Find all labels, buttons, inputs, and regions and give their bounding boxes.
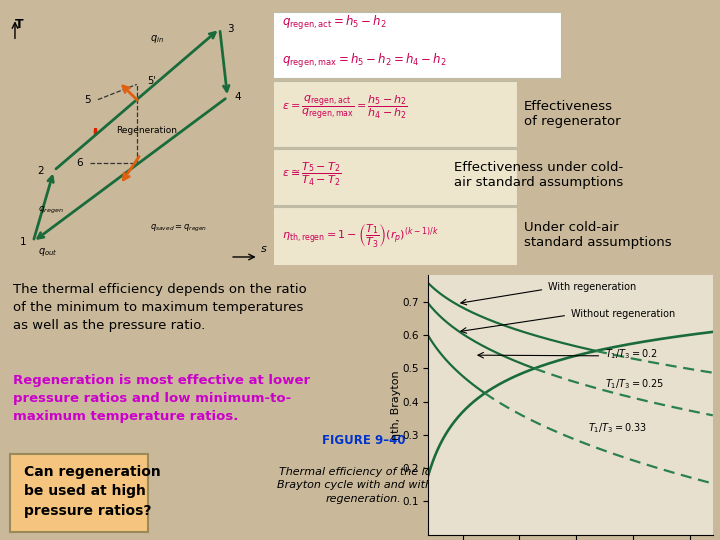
Text: 1: 1	[19, 237, 26, 247]
Y-axis label: ηth, Brayton: ηth, Brayton	[391, 370, 401, 440]
FancyBboxPatch shape	[271, 12, 562, 78]
Text: The thermal efficiency depends on the ratio
of the minimum to maximum temperatur: The thermal efficiency depends on the ra…	[13, 283, 307, 332]
Text: $T_1/T_3 = 0.25$: $T_1/T_3 = 0.25$	[605, 377, 664, 390]
Text: Under cold-air
standard assumptions: Under cold-air standard assumptions	[524, 221, 672, 249]
Text: $q_{saved}=q_{regen}$: $q_{saved}=q_{regen}$	[150, 222, 207, 234]
FancyBboxPatch shape	[271, 207, 518, 266]
Text: 4: 4	[235, 92, 241, 102]
Text: FIGURE 9–40: FIGURE 9–40	[322, 434, 405, 447]
Text: Regeneration: Regeneration	[116, 126, 177, 134]
Text: $T_1/T_3 = 0.33$: $T_1/T_3 = 0.33$	[588, 422, 647, 435]
FancyBboxPatch shape	[271, 80, 518, 146]
Text: 5: 5	[84, 94, 91, 105]
Text: 2: 2	[37, 166, 44, 176]
Text: 5': 5'	[147, 76, 156, 86]
Text: With regeneration: With regeneration	[548, 282, 636, 292]
Text: Can regeneration
be used at high
pressure ratios?: Can regeneration be used at high pressur…	[24, 464, 161, 518]
Text: $q_{out}$: $q_{out}$	[38, 246, 58, 259]
Text: $\eta_{\rm th,regen} = 1 - \left(\dfrac{T_1}{T_3}\right)(r_p)^{(k-1)/k}$: $\eta_{\rm th,regen} = 1 - \left(\dfrac{…	[282, 223, 439, 250]
Text: Effectiveness under cold-
air standard assumptions: Effectiveness under cold- air standard a…	[454, 160, 623, 188]
Text: Thermal efficiency of the ideal
Brayton cycle with and without
regeneration.: Thermal efficiency of the ideal Brayton …	[277, 467, 450, 504]
Text: Regeneration is most effective at lower
pressure ratios and low minimum-to-
maxi: Regeneration is most effective at lower …	[13, 374, 310, 423]
Text: 6: 6	[76, 158, 83, 168]
Text: $q_{in}$: $q_{in}$	[150, 33, 163, 45]
Text: $q_{\rm regen,act} = h_5 - h_2$: $q_{\rm regen,act} = h_5 - h_2$	[282, 14, 387, 32]
Text: $q_{regen}$: $q_{regen}$	[38, 205, 64, 216]
Text: $\epsilon \cong \dfrac{T_5 - T_2}{T_4 - T_2}$: $\epsilon \cong \dfrac{T_5 - T_2}{T_4 - …	[282, 161, 342, 188]
Text: $\epsilon = \dfrac{q_{\rm regen,act}}{q_{\rm regen,max}} = \dfrac{h_5 - h_2}{h_4: $\epsilon = \dfrac{q_{\rm regen,act}}{q_…	[282, 94, 408, 121]
Text: Without regeneration: Without regeneration	[570, 309, 675, 319]
Text: T: T	[15, 18, 24, 31]
Text: Effectiveness
of regenerator: Effectiveness of regenerator	[524, 99, 621, 127]
FancyBboxPatch shape	[10, 454, 148, 532]
Text: $q_{\rm regen,max} = h_5 - h_2 = h_4 - h_2$: $q_{\rm regen,max} = h_5 - h_2 = h_4 - h…	[282, 52, 447, 70]
Text: $T_1/T_3 = 0.2$: $T_1/T_3 = 0.2$	[605, 347, 657, 361]
Text: 3: 3	[227, 24, 233, 33]
FancyBboxPatch shape	[271, 149, 518, 205]
Text: s: s	[261, 245, 267, 254]
